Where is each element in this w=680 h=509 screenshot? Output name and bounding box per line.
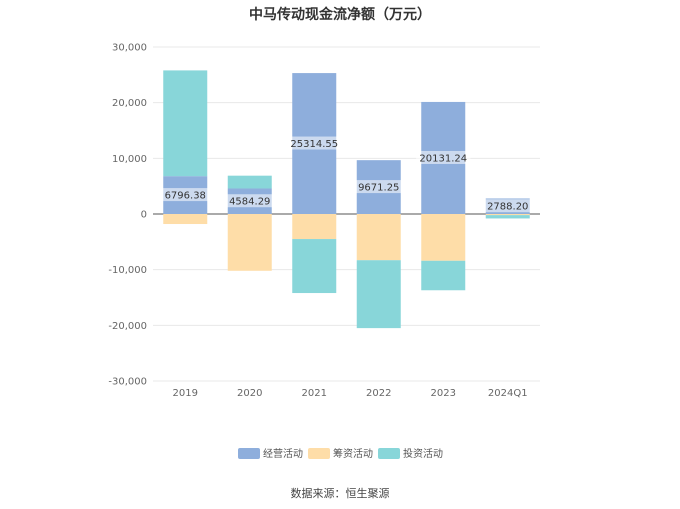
data-label: 4584.29 — [229, 197, 270, 208]
y-tick-label: -30,000 — [108, 377, 147, 388]
x-tick-label: 2022 — [366, 388, 391, 399]
bar-2023-series-1 — [421, 214, 466, 261]
y-axis: 30,000 20,000 10,000 0 -10,000 -20,000 -30,000 — [108, 43, 147, 388]
data-label-bg — [416, 150, 471, 164]
data-label: 20131.24 — [419, 153, 467, 164]
bars — [163, 70, 530, 329]
data-label-bg — [354, 180, 403, 194]
legend-swatch — [238, 448, 260, 459]
legend-label: 投资活动 — [403, 447, 443, 460]
legend-label: 筹资活动 — [333, 447, 373, 460]
chart-title: 中马传动现金流净额（万元） — [249, 6, 431, 23]
source-note: 数据来源：恒生聚源 — [291, 486, 390, 500]
legend-swatch — [308, 448, 330, 459]
x-axis: 2019 2020 2021 2022 2023 2024Q1 — [173, 388, 528, 399]
bar-2019-series-2 — [163, 70, 208, 177]
y-tick-label: 10,000 — [112, 154, 147, 165]
y-tick-label: -10,000 — [108, 265, 147, 276]
grid-lines — [153, 46, 540, 382]
x-tick-label: 2019 — [173, 388, 198, 399]
bar-2024Q1-series-2 — [485, 215, 530, 219]
bar-2021-series-2 — [292, 239, 337, 294]
bar-2024Q1-series-1 — [485, 214, 530, 216]
bar-2021-series-1 — [292, 214, 337, 240]
data-label-bg — [287, 136, 342, 150]
y-tick-label: 20,000 — [112, 98, 147, 109]
data-label: 2788.20 — [487, 202, 528, 213]
legend-label: 经营活动 — [263, 447, 303, 460]
data-label: 9671.25 — [358, 183, 399, 194]
y-tick-label: -20,000 — [108, 321, 147, 332]
x-tick-label: 2024Q1 — [488, 388, 528, 399]
legend: 经营活动 筹资活动 投资活动 — [238, 447, 443, 460]
bar-2022-series-1 — [356, 214, 401, 261]
y-tick-label: 30,000 — [112, 43, 147, 54]
x-tick-label: 2020 — [237, 388, 262, 399]
data-label-bg — [225, 194, 274, 208]
data-label-bg — [483, 199, 532, 213]
bar-2020-series-2 — [227, 175, 272, 189]
y-tick-label: 0 — [141, 210, 147, 221]
data-labels: 6796.38 4584.29 25314.55 9671.25 20131.24 278… — [161, 136, 532, 213]
x-tick-label: 2023 — [431, 388, 456, 399]
bar-2023-series-2 — [421, 260, 466, 291]
data-label: 6796.38 — [165, 191, 206, 202]
data-label: 25314.55 — [290, 139, 338, 150]
bar-2022-series-2 — [356, 260, 401, 329]
data-label-bg — [161, 188, 210, 202]
x-tick-label: 2021 — [302, 388, 327, 399]
bar-2020-series-1 — [227, 214, 272, 271]
bar-2019-series-1 — [163, 214, 208, 225]
legend-swatch — [378, 448, 400, 459]
